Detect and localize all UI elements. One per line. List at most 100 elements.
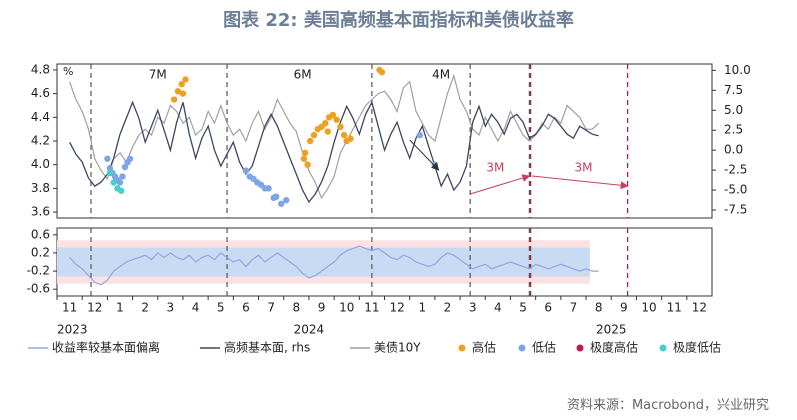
y-bottom-tick-label: -0.2 <box>27 264 50 278</box>
scatter-point <box>104 155 111 162</box>
forecast-arrow <box>531 175 629 190</box>
arrow-label: 3M <box>486 161 504 175</box>
x-tick-label: 9 <box>318 301 326 315</box>
scatter-point <box>304 161 311 168</box>
series-line-deviation <box>69 245 599 286</box>
x-tick-label: 12 <box>87 301 102 315</box>
y-right-tick-label: 5.0 <box>724 103 743 117</box>
arrow-label: 3M <box>575 161 593 175</box>
year-label: 2025 <box>596 323 627 337</box>
scatter-point <box>329 111 337 119</box>
chart-title: 图表 22: 美国高频基本面指标和美债收益率 <box>223 10 574 31</box>
y-right-tick-label: 10.0 <box>724 63 751 77</box>
scatter-point <box>110 179 117 186</box>
legend-label: 低估 <box>532 341 556 355</box>
y-right-tick-label: -5.0 <box>724 183 747 197</box>
y-left-tick-label: 4.2 <box>31 134 50 148</box>
legend-label: 收益率较基本面偏离 <box>52 340 160 355</box>
band-normal <box>57 247 590 277</box>
legend-label: 极度低估 <box>673 340 721 355</box>
x-tick-label: 5 <box>217 301 225 315</box>
y-right-tick-label: 2.5 <box>724 123 743 137</box>
y-bottom-tick-label: 0.6 <box>31 227 50 241</box>
x-tick-label: 11 <box>364 301 379 315</box>
x-tick-label: 5 <box>519 301 527 315</box>
scatter-point <box>340 131 348 139</box>
year-label: 2024 <box>294 323 325 337</box>
scatter-point <box>106 169 114 177</box>
scatter-point <box>310 131 318 139</box>
x-tick-label: 6 <box>242 301 250 315</box>
y-right-tick-label: 0.0 <box>724 143 743 157</box>
legend-dot-swatch <box>659 344 667 352</box>
y-left-tick-label: 4.6 <box>31 86 50 100</box>
x-tick-label: 2 <box>141 301 149 315</box>
scatter-point <box>174 88 182 95</box>
scatter-point <box>337 123 344 130</box>
y-left-tick-label: 4.4 <box>31 110 50 124</box>
scatter-point <box>119 173 126 180</box>
regime-label: 7M <box>149 68 167 82</box>
y-bottom-tick-label: -0.6 <box>27 282 50 296</box>
regime-label: 4M <box>432 68 450 82</box>
x-tick-label: 10 <box>641 301 656 315</box>
scatter-point <box>265 185 272 192</box>
top-panel: 4.8 4.6 4.4 4.2 4.0 3.8 3.6% 10.0 7.5 5.0 2.5 0.0 -2… <box>31 62 751 218</box>
scatter-point <box>106 165 114 172</box>
legend-dot-swatch <box>458 344 466 352</box>
regime-label: 6M <box>294 68 312 82</box>
source-note: 资料来源：Macrobond，兴业研究 <box>566 398 769 413</box>
scatter-point <box>118 187 125 194</box>
scatter-point <box>116 179 124 186</box>
x-tick-label: 7 <box>570 301 578 315</box>
x-tick-label: 11 <box>667 301 682 315</box>
legend-item: 极度高估 <box>576 340 638 355</box>
legend-item: 极度低估 <box>659 340 721 355</box>
x-tick-label: 2 <box>444 301 452 315</box>
scatter-point <box>300 155 308 162</box>
y-left-tick-label: 3.8 <box>31 181 50 195</box>
legend-label: 极度高估 <box>590 340 638 355</box>
x-tick-label: 4 <box>494 301 502 315</box>
scatter-point <box>272 193 280 200</box>
scatter-point <box>278 200 285 207</box>
annotation-arrow <box>409 139 440 171</box>
y-right-tick-label: 7.5 <box>724 83 743 97</box>
x-tick-label: 8 <box>595 301 603 315</box>
x-tick-label: 7 <box>267 301 275 315</box>
scatter-point <box>416 131 423 139</box>
x-tick-label: 9 <box>620 301 628 315</box>
forecast-arrow <box>470 174 531 195</box>
year-label: 2023 <box>57 323 88 337</box>
x-tick-label: 1 <box>116 301 124 315</box>
x-tick-label: 12 <box>389 301 404 315</box>
scatter-point <box>322 120 329 127</box>
y-left-tick-label: 4.0 <box>31 157 50 171</box>
legend-item: 收益率较基本面偏离 <box>28 340 160 355</box>
x-tick-label: 4 <box>192 301 200 315</box>
x-tick-label: 10 <box>339 301 354 315</box>
x-tick-label: 12 <box>692 301 707 315</box>
scatter-point <box>347 135 354 142</box>
y-right-tick-label: -2.5 <box>724 163 747 177</box>
legend-item: 低估 <box>518 341 556 355</box>
scatter-point <box>182 76 189 83</box>
legend-item: 高估 <box>458 340 496 355</box>
y-right-tick-label: -7.5 <box>724 203 747 217</box>
x-tick-label: 6 <box>544 301 552 315</box>
scatter-point <box>324 128 332 135</box>
legend-item: 美债10Y <box>350 341 421 355</box>
scatter-point <box>179 90 187 97</box>
x-tick-label: 3 <box>167 301 175 315</box>
series-line-bond-10y <box>69 73 600 200</box>
y-left-tick-label: 3.6 <box>31 205 50 219</box>
legend-label: 高估 <box>472 340 496 355</box>
scatter-point <box>126 155 134 162</box>
legend-label: 高频基本面, rhs <box>224 340 310 355</box>
legend-item: 高频基本面, rhs <box>200 340 310 355</box>
x-tick-label: 3 <box>469 301 477 315</box>
y-left-tick-label: 4.8 <box>31 62 50 76</box>
scatter-point <box>242 167 250 174</box>
